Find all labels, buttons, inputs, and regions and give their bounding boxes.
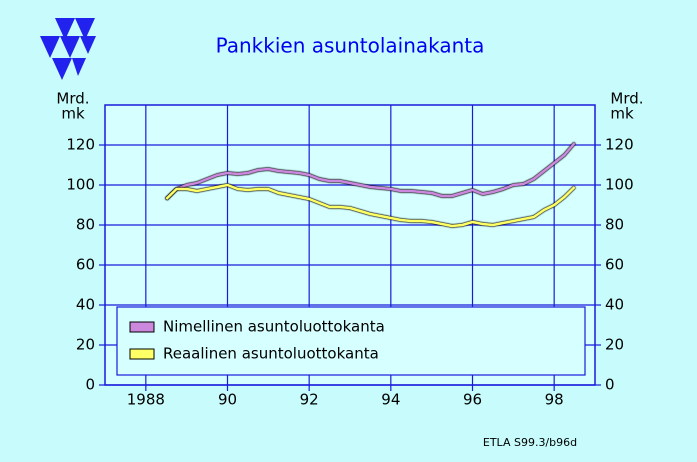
x-tick-label: 1988 — [127, 391, 165, 409]
series-line — [165, 142, 576, 200]
y2-tick-label: 120 — [605, 136, 634, 154]
y2-unit: mk — [610, 105, 634, 123]
x-tick-label: 90 — [218, 391, 237, 409]
footnote: ETLA S99.3/b96d — [483, 436, 577, 449]
y-tick-label: 0 — [85, 376, 95, 394]
x-tick-label: 96 — [463, 391, 482, 409]
x-tick-label: 92 — [300, 391, 319, 409]
legend-label: Reaalinen asuntoluottokanta — [163, 345, 379, 363]
x-tick-label: 94 — [381, 391, 400, 409]
y-tick-label: 80 — [76, 216, 95, 234]
legend-box — [116, 306, 586, 376]
y2-unit: Mrd. — [610, 90, 643, 108]
y2-tick-label: 0 — [605, 376, 615, 394]
chart-title: Pankkien asuntolainakanta — [216, 34, 485, 58]
y-tick-label: 120 — [66, 136, 95, 154]
y2-tick-label: 60 — [605, 256, 624, 274]
legend-swatch — [129, 348, 155, 360]
y-tick-label: 40 — [76, 296, 95, 314]
y2-tick-label: 80 — [605, 216, 624, 234]
legend-swatch — [129, 321, 155, 333]
y2-tick-label: 100 — [605, 176, 634, 194]
y2-tick-label: 40 — [605, 296, 624, 314]
y-tick-label: 60 — [76, 256, 95, 274]
y-tick-label: 100 — [66, 176, 95, 194]
x-tick-label: 98 — [545, 391, 564, 409]
y-unit: Mrd. — [56, 90, 89, 108]
legend-label: Nimellinen asuntoluottokanta — [163, 318, 385, 336]
y-unit: mk — [61, 105, 85, 123]
series-line — [165, 183, 576, 228]
y2-tick-label: 20 — [605, 336, 624, 354]
y-tick-label: 20 — [76, 336, 95, 354]
logo — [40, 18, 96, 80]
